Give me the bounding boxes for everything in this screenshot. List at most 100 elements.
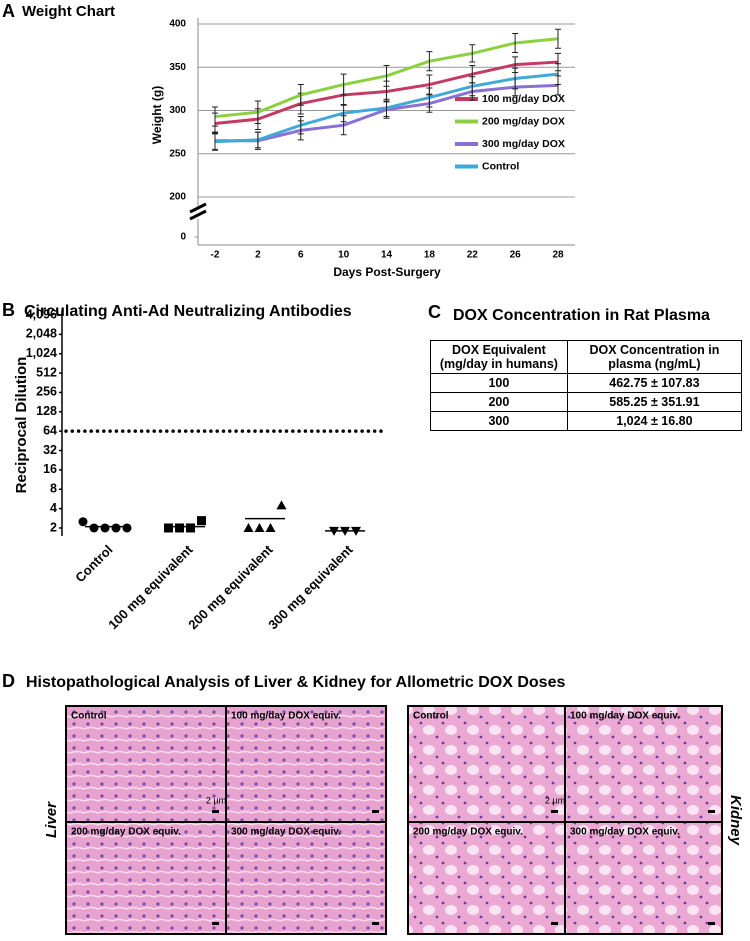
y-tick-label: 4,096 xyxy=(26,307,57,321)
y-tick-label: 2 xyxy=(50,520,57,534)
image-label: Control xyxy=(71,711,107,722)
x-tick-label: 26 xyxy=(510,250,522,261)
error-bar xyxy=(555,28,561,49)
scale-bar xyxy=(708,922,715,925)
error-bar xyxy=(254,131,261,149)
image-label: 200 mg/day DOX equiv. xyxy=(71,827,181,838)
table-row: 200 585.25 ± 351.91 xyxy=(430,392,743,412)
error-bar xyxy=(297,84,304,106)
image-label: Control xyxy=(413,711,449,722)
panel-letter: B xyxy=(2,300,15,320)
error-bar xyxy=(383,98,390,118)
scale-bar-label: 2 µm xyxy=(206,795,226,805)
error-bar xyxy=(469,44,476,63)
chart-title: Circulating Anti-Ad Neutralizing Antibod… xyxy=(24,303,352,320)
error-bar xyxy=(383,65,390,87)
legend-label: 100 mg/day DOX xyxy=(482,93,565,105)
table-cell: 300 xyxy=(430,411,568,431)
header-cell: DOX Equivalent (mg/day in humans) xyxy=(430,340,568,374)
histology-image xyxy=(225,821,387,935)
x-tick-label: Control xyxy=(72,542,115,585)
x-tick-label: -2 xyxy=(211,250,220,261)
data-point xyxy=(89,523,99,533)
y-tick-label: 512 xyxy=(36,365,57,379)
x-tick-label: 2 xyxy=(255,250,261,261)
y-tick-label: 64 xyxy=(43,423,57,437)
error-bar xyxy=(212,132,218,151)
y-tick-label: 128 xyxy=(36,404,57,418)
panel-letter: A xyxy=(2,1,15,21)
data-point xyxy=(78,517,88,527)
panel-letter: C xyxy=(428,302,441,322)
data-point xyxy=(186,523,195,533)
chart-title: Weight Chart xyxy=(22,3,115,20)
histology-image xyxy=(65,821,227,935)
group-label: Liver xyxy=(43,801,60,838)
x-tick-label: 28 xyxy=(552,250,564,261)
error-bar xyxy=(212,106,218,127)
table-cell: 200 xyxy=(430,392,568,412)
histology-image xyxy=(407,821,566,935)
group-label: Kidney xyxy=(727,795,744,846)
y-tick-label: 350 xyxy=(169,62,186,73)
data-point xyxy=(122,523,132,533)
scale-bar xyxy=(551,922,558,925)
data-point xyxy=(100,523,110,533)
data-point xyxy=(164,523,173,533)
scale-bar xyxy=(372,922,379,925)
y-tick-label: 250 xyxy=(169,148,186,159)
histology-image xyxy=(564,821,723,935)
table-title: DOX Concentration in Rat Plasma xyxy=(453,307,710,324)
data-point xyxy=(276,500,287,510)
y-axis-label: Reciprocal Dilution xyxy=(13,357,30,494)
legend-label: 200 mg/day DOX xyxy=(482,115,565,127)
image-label: 300 mg/day DOX equiv. xyxy=(231,827,341,838)
image-label: 100 mg/day DOX equiv. xyxy=(570,711,680,722)
table-cell: 1,024 ± 16.80 xyxy=(566,411,743,431)
y-tick-label: 4 xyxy=(50,501,57,515)
x-tick-label: 6 xyxy=(298,250,304,261)
data-point xyxy=(351,526,361,536)
table-cell: 585.25 ± 351.91 xyxy=(566,392,743,412)
table-row: DOX Equivalent (mg/day in humans) DOX Con… xyxy=(430,340,743,374)
y-tick-label: 400 xyxy=(169,19,186,30)
table-row: 300 1,024 ± 16.80 xyxy=(430,411,743,431)
histology-image xyxy=(225,705,387,823)
x-tick-label: 100 mg equivalent xyxy=(105,541,196,632)
legend-label: Control xyxy=(482,160,519,172)
error-bar xyxy=(512,67,519,90)
header-cell: DOX Concentration in plasma (ng/mL) xyxy=(566,340,743,374)
scale-bar-label: 2 µm xyxy=(545,795,565,805)
image-label: 300 mg/day DOX equiv. xyxy=(570,827,680,838)
error-bar xyxy=(340,73,347,96)
x-tick-label: 10 xyxy=(338,250,350,261)
data-point xyxy=(111,523,121,533)
y-tick-label: 200 xyxy=(169,192,186,203)
error-bar xyxy=(340,103,347,123)
error-bar xyxy=(555,63,561,86)
data-point xyxy=(340,526,350,536)
concentration-table: DOX Equivalent (mg/day in humans) DOX Con… xyxy=(430,340,743,431)
data-point xyxy=(243,522,254,532)
error-bar xyxy=(254,100,261,124)
y-tick-label: 2,048 xyxy=(26,327,57,341)
image-label: 100 mg/day DOX equiv. xyxy=(231,711,341,722)
scale-bar xyxy=(708,810,715,813)
histology-image xyxy=(564,705,723,823)
table-row: 100 462.75 ± 107.83 xyxy=(430,373,743,393)
panel-title: Histopathological Analysis of Liver & Ki… xyxy=(26,674,565,691)
error-bar xyxy=(512,33,519,54)
data-point xyxy=(329,526,339,536)
y-tick-label: 8 xyxy=(50,482,57,496)
table-cell: 462.75 ± 107.83 xyxy=(566,373,743,393)
x-tick-label: 200 mg equivalent xyxy=(185,541,276,632)
y-axis-label: Weight (g) xyxy=(150,86,164,144)
data-point xyxy=(265,522,276,532)
scale-bar xyxy=(212,810,219,813)
image-label: 200 mg/day DOX equiv. xyxy=(413,827,523,838)
y-tick-label: 16 xyxy=(43,462,57,476)
y-tick-label: 300 xyxy=(169,105,186,116)
x-tick-label: 22 xyxy=(467,250,479,261)
